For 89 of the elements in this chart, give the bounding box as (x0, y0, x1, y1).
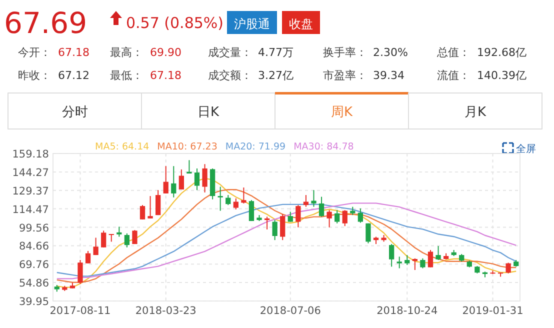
candlestick (226, 194, 231, 206)
text: 39.34 (373, 69, 404, 82)
text: 成交量： (208, 46, 252, 59)
y-tick-label: 144.27 (12, 166, 49, 179)
candlestick (171, 166, 176, 198)
candlestick (101, 230, 106, 248)
y-tick-label: 54.86 (18, 278, 50, 290)
candlestick (334, 210, 340, 224)
candlestick (404, 254, 410, 266)
candlestick (272, 220, 278, 241)
candlestick (389, 244, 394, 268)
text: 0.57 (0.85%) (126, 14, 224, 32)
candlestick (506, 262, 511, 274)
candlestick (85, 250, 91, 264)
y-tick-label: 99.56 (18, 222, 50, 234)
candlestick (248, 200, 254, 222)
candlestick (233, 198, 238, 210)
candlestick (264, 216, 270, 230)
candlestick (93, 237, 98, 256)
candlestick (396, 256, 402, 269)
x-tick-label: 2017-08-11 (50, 305, 111, 317)
candlestick (78, 259, 83, 284)
text: MA30: 84.78 (294, 142, 354, 152)
candlestick (124, 232, 130, 248)
text: 140.39亿 (477, 69, 526, 82)
x-tick-label: 2018-07-06 (260, 305, 322, 317)
text: 最低： (110, 69, 143, 82)
text: 日K (197, 105, 220, 120)
candlestick (428, 249, 434, 268)
candlestick (412, 258, 418, 271)
y-tick-label: 84.66 (18, 240, 50, 253)
candlestick (303, 194, 309, 208)
text: 成交额： (208, 69, 252, 82)
candlestick (326, 210, 332, 228)
text: 3.27亿 (258, 69, 294, 82)
y-tick-label: 159.18 (12, 148, 49, 160)
text: MA10: 67.23 (157, 142, 218, 152)
candlestick (163, 166, 168, 194)
candlestick (311, 190, 316, 208)
text: 67.18 (58, 46, 90, 59)
text: 沪股通 (234, 17, 270, 31)
text: 192.68亿 (477, 46, 526, 59)
text: 今开： (18, 46, 51, 59)
y-tick-label: 39.95 (18, 296, 49, 308)
candlestick (288, 211, 293, 222)
candlestick (366, 222, 371, 244)
chart-title: 67.69 (4, 6, 88, 40)
y-tick-label: 129.37 (12, 185, 49, 198)
candlestick (194, 168, 200, 191)
text: 分时 (62, 105, 88, 120)
candlestick (436, 246, 441, 260)
candlestick (358, 208, 364, 224)
candlestick (296, 204, 301, 228)
text: 昨收： (18, 69, 51, 82)
text: 月K (464, 105, 486, 120)
text: 市盈率： (323, 69, 367, 82)
candlestick (342, 210, 348, 227)
text: MA20: 71.99 (225, 142, 286, 152)
y-tick-label: 114.47 (12, 204, 49, 216)
x-tick-label: 2019-01-31 (462, 305, 524, 317)
candlestick (116, 226, 122, 238)
text: MA5: 64.14 (95, 142, 150, 152)
text: 换手率： (323, 46, 367, 59)
candlestick (156, 190, 161, 216)
text: 流值： (437, 69, 470, 82)
candlestick (318, 196, 324, 218)
candlestick (178, 168, 184, 190)
text: 67.18 (150, 69, 182, 82)
text: 收盘 (289, 17, 313, 31)
text: 4.77万 (258, 46, 294, 59)
x-tick-label: 2018-03-23 (135, 305, 196, 317)
candlestick (186, 160, 192, 174)
text: 周K (330, 105, 353, 120)
x-tick-label: 2018-10-24 (376, 305, 438, 317)
text: 2.30% (373, 46, 408, 59)
candlestick (241, 186, 246, 204)
candlestick (148, 196, 153, 219)
candlestick (280, 214, 286, 241)
candlestick (132, 230, 138, 245)
candlestick (140, 204, 146, 220)
text: 69.90 (150, 46, 182, 59)
y-tick-label: 69.76 (18, 259, 50, 272)
candlestick (218, 186, 223, 212)
text: 最高： (110, 46, 143, 59)
text: 总值： (436, 46, 470, 59)
candlestick (202, 164, 208, 193)
text: 67.12 (58, 69, 90, 82)
candlestick (420, 258, 426, 269)
annotation: 全屏 (516, 143, 536, 155)
